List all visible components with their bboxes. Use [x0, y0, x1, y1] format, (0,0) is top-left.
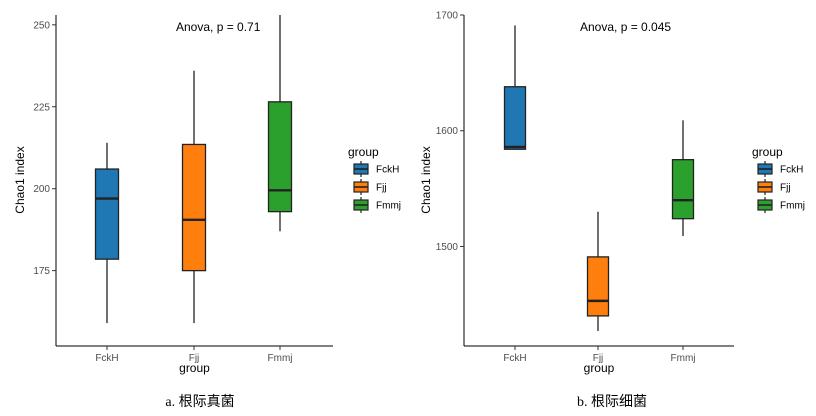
y-tick-label: 175: [33, 266, 50, 277]
x-tick-label: Fmmj: [268, 353, 293, 364]
x-ticks: FckH Fjj Fmmj: [95, 346, 293, 364]
legend-label: FckH: [780, 165, 803, 176]
x-axis-title: group: [584, 361, 615, 375]
x-tick-label: FckH: [503, 353, 526, 364]
box-fjj: [181, 70, 207, 324]
panel-a-marks: [94, 15, 293, 324]
x-ticks: FckH Fjj Fmmj: [503, 346, 696, 364]
iqr-box: [586, 256, 610, 317]
legend-label: Fjj: [780, 183, 791, 194]
legend: FckH Fjj Fmmj: [353, 161, 401, 213]
iqr-box: [94, 168, 120, 260]
x-axis-title: group: [179, 361, 210, 375]
box-fckh: [94, 142, 120, 324]
y-tick-label: 1700: [436, 11, 459, 22]
y-axis-title: Chao1 index: [419, 146, 433, 213]
panel-b-marks: [503, 25, 695, 331]
box-fjj: [586, 211, 610, 331]
anova-annotation: Anova, p = 0.71: [176, 20, 261, 34]
legend-label: Fjj: [376, 183, 387, 194]
panel-caption: b. 根际细菌: [577, 394, 647, 410]
legend-title: group: [348, 145, 379, 159]
legend-label: FckH: [376, 165, 399, 176]
legend-label: Fmmj: [780, 201, 805, 212]
x-tick-label: FckH: [95, 353, 118, 364]
y-ticks: 175 200 225 250: [33, 20, 56, 277]
box-fmmj: [671, 120, 695, 237]
panel-caption: a. 根际真菌: [165, 394, 234, 410]
box-fmmj: [267, 15, 293, 232]
iqr-box: [671, 159, 695, 220]
y-axis-title: Chao1 index: [13, 146, 27, 213]
y-tick-label: 225: [33, 102, 50, 113]
y-tick-label: 250: [33, 20, 50, 31]
box-fckh: [503, 25, 527, 150]
y-tick-label: 200: [33, 184, 50, 195]
legend: FckH Fjj Fmmj: [757, 161, 805, 213]
iqr-box: [181, 143, 207, 272]
iqr-box: [267, 101, 293, 213]
x-tick-label: Fjj: [189, 353, 200, 364]
y-ticks: 1500 1600 1700: [436, 11, 464, 253]
panel-a: 175 200 225 250 FckH Fjj Fmmj Anova, p = 0.71…: [13, 15, 401, 410]
x-tick-label: Fmmj: [671, 353, 696, 364]
y-tick-label: 1600: [436, 126, 459, 137]
anova-annotation: Anova, p = 0.045: [580, 20, 671, 34]
legend-title: group: [752, 145, 783, 159]
legend-label: Fmmj: [376, 201, 401, 212]
panel-b: 1500 1600 1700 FckH Fjj Fmmj Anova, p = 0.04…: [419, 11, 805, 411]
x-tick-label: Fjj: [593, 353, 604, 364]
iqr-box: [503, 86, 527, 150]
y-tick-label: 1500: [436, 242, 459, 253]
